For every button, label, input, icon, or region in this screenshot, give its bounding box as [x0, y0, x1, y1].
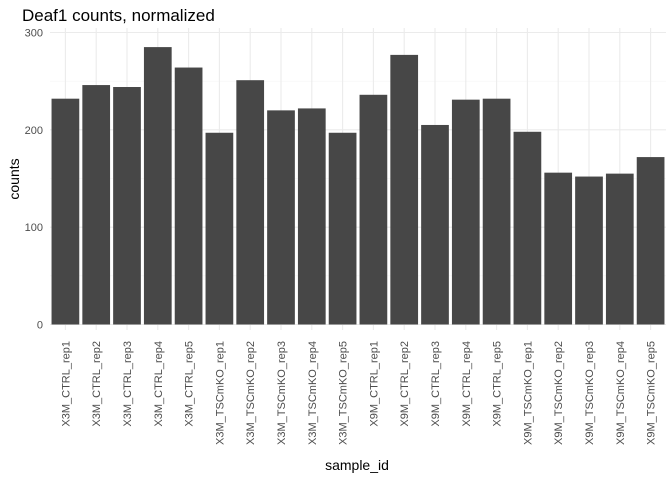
x-tick-label: X3M_TSCmKO_rep2: [245, 341, 257, 445]
bar: [575, 176, 603, 325]
y-tick-label: 100: [25, 222, 43, 234]
bar: [421, 124, 449, 325]
bar: [205, 132, 234, 325]
x-tick-label: X3M_CTRL_rep3: [122, 341, 134, 427]
bar: [82, 85, 111, 325]
x-tick-label: X3M_TSCmKO_rep5: [338, 341, 350, 445]
x-tick-label: X9M_CTRL_rep2: [399, 341, 411, 427]
x-tick-label: X3M_TSCmKO_rep1: [214, 341, 226, 445]
bar: [236, 80, 265, 325]
x-tick-label: X3M_CTRL_rep1: [60, 341, 72, 427]
x-tick-label: X3M_CTRL_rep5: [184, 341, 196, 427]
bar: [482, 98, 511, 325]
bar: [390, 54, 419, 325]
x-tick-label: X9M_TSCmKO_rep2: [553, 341, 565, 445]
y-tick-label: 200: [25, 125, 43, 137]
chart-title: Deaf1 counts, normalized: [22, 6, 215, 25]
y-axis-title: counts: [6, 158, 22, 199]
bar: [544, 172, 573, 325]
bar: [51, 98, 80, 325]
bar: [636, 157, 665, 325]
bar: [113, 87, 141, 325]
bar: [143, 47, 172, 325]
y-axis-ticks: 0 100 200 300: [25, 28, 43, 332]
bar: [359, 94, 388, 325]
x-tick-label: X3M_TSCmKO_rep4: [307, 341, 319, 445]
x-tick-label: X9M_TSCmKO_rep5: [646, 341, 658, 445]
bar: [267, 110, 295, 325]
x-tick-label: X9M_CTRL_rep3: [430, 341, 442, 427]
x-tick-label: X3M_CTRL_rep2: [91, 341, 103, 427]
bar: [605, 173, 634, 325]
x-tick-label: X9M_TSCmKO_rep3: [584, 341, 596, 445]
bar: [297, 108, 326, 325]
bars: [51, 47, 665, 325]
x-tick-label: X9M_TSCmKO_rep4: [615, 341, 627, 445]
x-tick-label: X9M_CTRL_rep1: [368, 341, 380, 427]
x-axis-title: sample_id: [325, 457, 389, 473]
y-tick-label: 0: [37, 320, 43, 332]
bar: [328, 132, 357, 325]
gridlines: [50, 28, 666, 330]
x-axis-ticks: X3M_CTRL_rep1 X3M_CTRL_rep2 X3M_CTRL_rep3 X…: [60, 341, 657, 445]
y-tick-label: 300: [25, 28, 43, 40]
x-tick-label: X9M_CTRL_rep5: [492, 341, 504, 427]
x-tick-label: X3M_TSCmKO_rep3: [276, 341, 288, 445]
bar: [513, 131, 542, 325]
bar: [174, 67, 203, 325]
x-tick-label: X3M_CTRL_rep4: [153, 341, 165, 427]
bar: [451, 99, 480, 325]
x-tick-label: X9M_CTRL_rep4: [461, 341, 473, 427]
x-tick-label: X9M_TSCmKO_rep1: [522, 341, 534, 445]
